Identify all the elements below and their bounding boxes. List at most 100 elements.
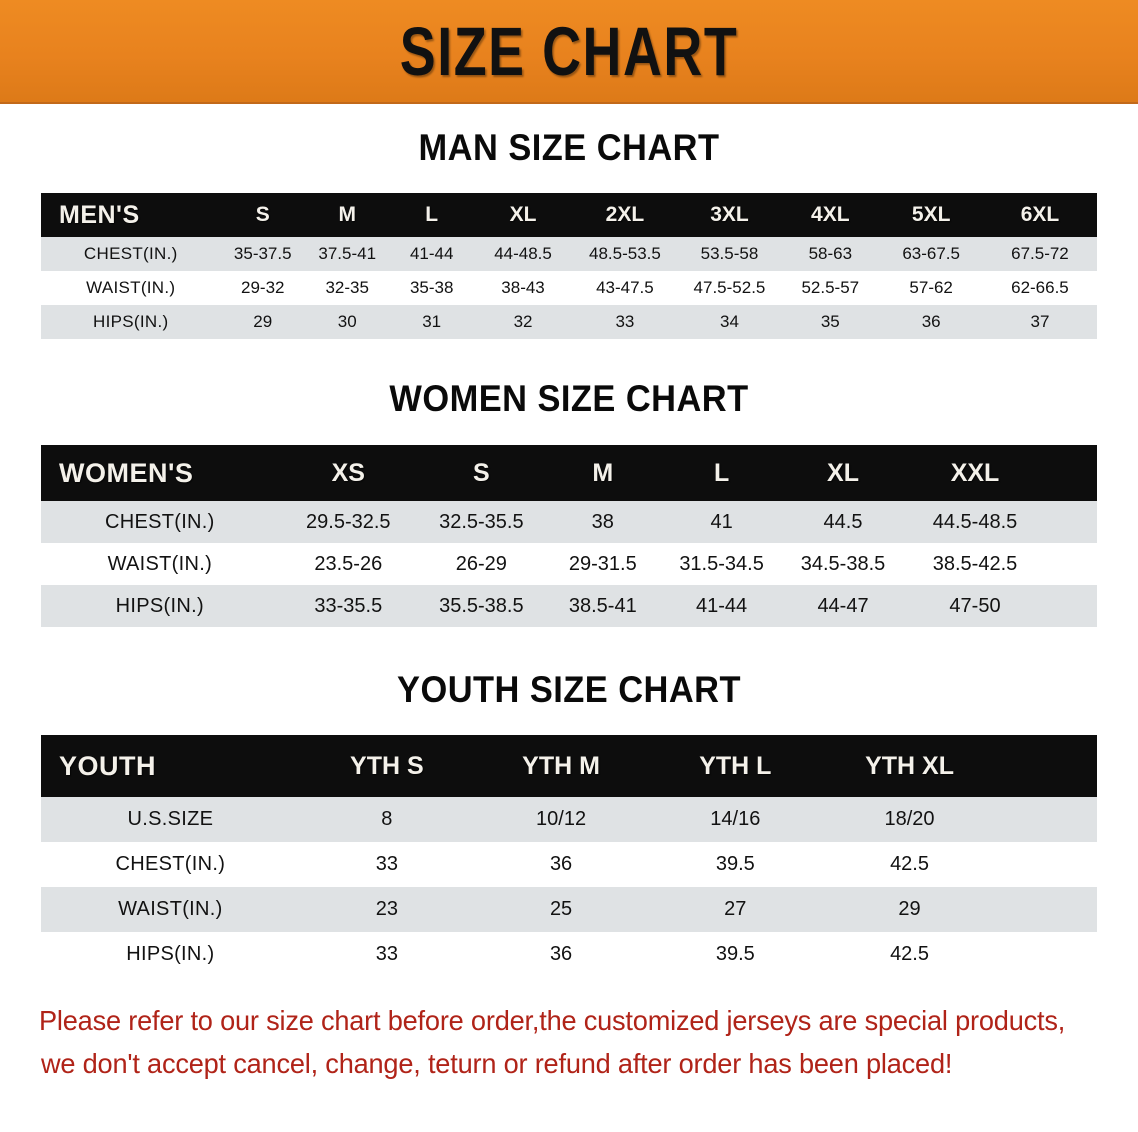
- table-cell: 38: [544, 501, 661, 543]
- table-cell: 37.5-41: [304, 237, 390, 271]
- women-col-header: S: [417, 445, 545, 501]
- row-label: CHEST(IN.): [41, 501, 279, 543]
- row-label: WAIST(IN.): [41, 543, 279, 585]
- table-cell: 47-50: [903, 585, 1047, 627]
- table-cell: 18/20: [822, 797, 997, 842]
- man-corner-label: MEN'S: [41, 193, 221, 237]
- page-title: SIZE CHART: [399, 12, 739, 90]
- table-cell: 29: [822, 887, 997, 932]
- man-col-header: 3XL: [677, 193, 782, 237]
- women-corner-label: WOMEN'S: [41, 445, 279, 501]
- table-cell: 38.5-42.5: [903, 543, 1047, 585]
- table-cell: 48.5-53.5: [572, 237, 678, 271]
- man-col-header: S: [220, 193, 305, 237]
- table-cell: 29: [220, 305, 305, 339]
- table-cell: 57-62: [879, 271, 983, 305]
- youth-col-header: YTH S: [299, 735, 474, 797]
- table-cell: 37: [982, 305, 1097, 339]
- table-cell: 32-35: [304, 271, 390, 305]
- women-header-row: WOMEN'S XS S M L XL XXL: [41, 445, 1097, 501]
- man-col-header: M: [304, 193, 390, 237]
- man-col-header: 2XL: [572, 193, 678, 237]
- youth-col-header: YTH M: [473, 735, 649, 797]
- disclaimer-line-1: Please refer to our size chart before or…: [39, 1005, 1066, 1036]
- table-cell: 42.5: [822, 842, 997, 887]
- table-cell: 29-32: [220, 271, 305, 305]
- table-cell: 63-67.5: [879, 237, 983, 271]
- man-col-header: 6XL: [982, 193, 1097, 237]
- women-col-header: L: [660, 445, 783, 501]
- table-cell-filler: [1046, 543, 1097, 585]
- man-header-row: MEN'S S M L XL 2XL 3XL 4XL 5XL 6XL: [41, 193, 1097, 237]
- table-cell-filler: [996, 842, 1097, 887]
- table-cell: 35: [781, 305, 880, 339]
- table-cell: 41-44: [660, 585, 783, 627]
- table-cell: 39.5: [648, 932, 823, 977]
- table-cell: 41: [660, 501, 783, 543]
- disclaimer-text: Please refer to our size chart before or…: [39, 999, 1067, 1086]
- youth-corner-label: YOUTH: [41, 735, 300, 797]
- table-row: WAIST(IN.) 29-32 32-35 35-38 38-43 43-47…: [41, 271, 1097, 305]
- women-header-filler: [1046, 445, 1097, 501]
- table-cell: 30: [304, 305, 390, 339]
- table-cell: 33-35.5: [278, 585, 418, 627]
- man-section-title: MAN SIZE CHART: [418, 127, 720, 168]
- banner: SIZE CHART: [0, 0, 1138, 104]
- man-size-table: MEN'S S M L XL 2XL 3XL 4XL 5XL 6XL CHEST…: [41, 193, 1097, 339]
- table-cell-filler: [996, 932, 1097, 977]
- row-label: WAIST(IN.): [41, 887, 300, 932]
- man-col-header: L: [389, 193, 474, 237]
- man-col-header: XL: [473, 193, 573, 237]
- women-col-header: XS: [278, 445, 418, 501]
- youth-size-table: YOUTH YTH S YTH M YTH L YTH XL U.S.SIZE …: [41, 735, 1097, 977]
- row-label: CHEST(IN.): [41, 237, 221, 271]
- table-cell: 27: [648, 887, 823, 932]
- table-cell: 44-48.5: [473, 237, 573, 271]
- row-label: U.S.SIZE: [41, 797, 300, 842]
- table-cell: 36: [473, 842, 649, 887]
- table-cell: 38.5-41: [544, 585, 661, 627]
- table-cell: 38-43: [473, 271, 573, 305]
- table-cell: 23.5-26: [278, 543, 418, 585]
- table-cell: 14/16: [648, 797, 823, 842]
- table-cell-filler: [1046, 585, 1097, 627]
- youth-section-title: YOUTH SIZE CHART: [397, 669, 741, 710]
- table-row: CHEST(IN.) 33 36 39.5 42.5: [41, 842, 1097, 887]
- table-row: WAIST(IN.) 23 25 27 29: [41, 887, 1097, 932]
- table-cell: 43-47.5: [572, 271, 678, 305]
- table-cell: 29.5-32.5: [278, 501, 418, 543]
- row-label: HIPS(IN.): [41, 932, 300, 977]
- table-cell: 42.5: [822, 932, 997, 977]
- table-cell: 29-31.5: [544, 543, 661, 585]
- table-cell: 8: [299, 797, 474, 842]
- women-section-title: WOMEN SIZE CHART: [389, 378, 749, 419]
- table-cell: 26-29: [417, 543, 545, 585]
- table-cell: 31: [389, 305, 474, 339]
- youth-header-row: YOUTH YTH S YTH M YTH L YTH XL: [41, 735, 1097, 797]
- table-cell: 33: [572, 305, 678, 339]
- row-label: WAIST(IN.): [41, 271, 221, 305]
- table-cell-filler: [996, 797, 1097, 842]
- table-cell: 32.5-35.5: [417, 501, 545, 543]
- man-col-header: 5XL: [879, 193, 983, 237]
- women-table-wrapper: WOMEN'S XS S M L XL XXL CHEST(IN.) 29.5-…: [41, 445, 1097, 627]
- table-cell: 44.5-48.5: [903, 501, 1047, 543]
- table-row: HIPS(IN.) 33-35.5 35.5-38.5 38.5-41 41-4…: [41, 585, 1097, 627]
- table-cell-filler: [1046, 501, 1097, 543]
- table-cell: 39.5: [648, 842, 823, 887]
- table-cell: 32: [473, 305, 573, 339]
- table-cell: 34.5-38.5: [782, 543, 904, 585]
- table-cell: 23: [299, 887, 474, 932]
- women-col-header: XL: [782, 445, 904, 501]
- table-cell: 33: [299, 932, 474, 977]
- women-col-header: XXL: [903, 445, 1047, 501]
- youth-col-header: YTH XL: [822, 735, 997, 797]
- row-label: CHEST(IN.): [41, 842, 300, 887]
- youth-header-filler: [996, 735, 1097, 797]
- table-cell: 31.5-34.5: [660, 543, 783, 585]
- table-row: CHEST(IN.) 29.5-32.5 32.5-35.5 38 41 44.…: [41, 501, 1097, 543]
- row-label: HIPS(IN.): [41, 585, 279, 627]
- table-cell: 10/12: [473, 797, 649, 842]
- table-cell: 36: [473, 932, 649, 977]
- table-cell: 41-44: [389, 237, 474, 271]
